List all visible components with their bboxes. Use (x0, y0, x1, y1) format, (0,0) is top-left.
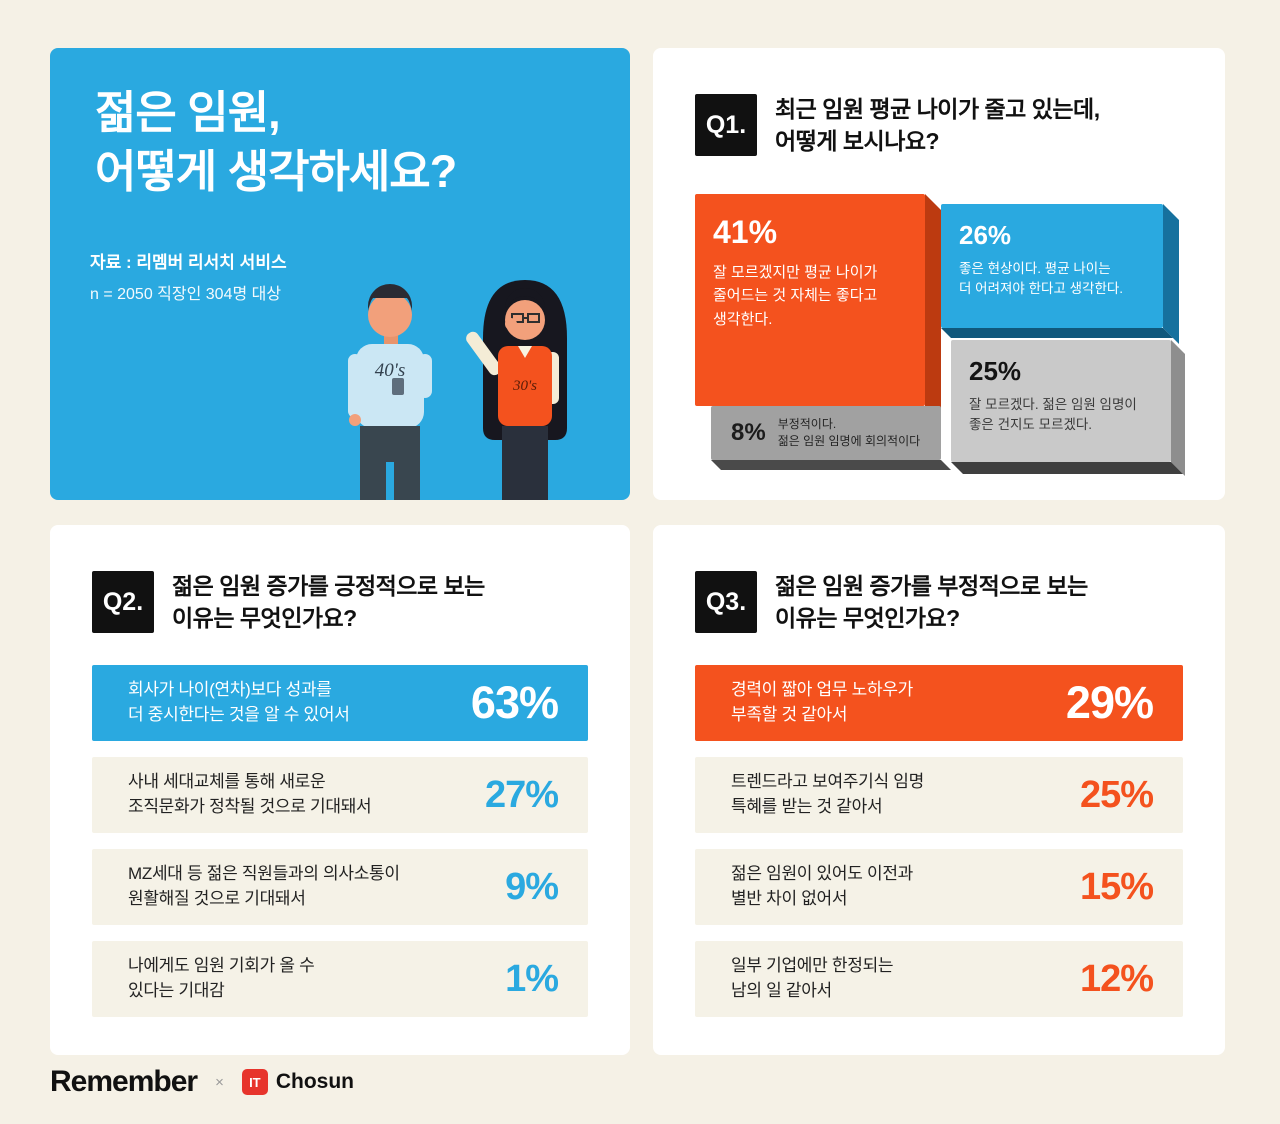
source-label: 자료 : 리멤버 리서치 서비스 (90, 253, 287, 272)
q1-panel: Q1. 최근 임원 평균 나이가 줄고 있는데, 어떻게 보시나요? 41% 잘… (653, 48, 1225, 500)
page-title: 젊은 임원, 어떻게 생각하세요? (95, 87, 457, 197)
q1-block-41-desc: 잘 모르겠지만 평균 나이가 줄어드는 것 자체는 좋다고 생각한다. (713, 264, 878, 328)
q1-question: 최근 임원 평균 나이가 줄고 있는데, 어떻게 보시나요? (775, 96, 1100, 154)
q3-panel: Q3. 젊은 임원 증가를 부정적으로 보는 이유는 무엇인가요? 경력이 짧아… (653, 525, 1225, 1055)
q1-block-8-desc: 부정적이다. 젊은 임원 임명에 회의적이다 (777, 416, 921, 448)
q3-row-1-value: 29% (1065, 677, 1154, 728)
multiply-sign: × (215, 1073, 224, 1091)
q3-row-1-label: 경력이 짧아 업무 노하우가 부족할 것 같아서 (731, 680, 914, 724)
q2-panel: Q2. 젊은 임원 증가를 긍정적으로 보는 이유는 무엇인가요? 회사가 나이… (50, 525, 630, 1055)
q3-row-1: 경력이 짧아 업무 노하우가 부족할 것 같아서 29% (695, 665, 1183, 741)
q2-row-3-value: 9% (505, 865, 559, 908)
q2-row-3-label: MZ세대 등 젊은 직원들과의 의사소통이 원활해질 것으로 기대돼서 (128, 864, 400, 908)
office-people-illustration: 40's 30's (348, 280, 567, 500)
q2-row-1-value: 63% (470, 677, 559, 728)
q1-block-8: 8% 부정적이다. 젊은 임원 임명에 회의적이다 (711, 406, 951, 470)
q2-row-1-label: 회사가 나이(연차)보다 성과를 더 중시한다는 것을 알 수 있어서 (128, 680, 350, 724)
q2-row-3: MZ세대 등 젊은 직원들과의 의사소통이 원활해질 것으로 기대돼서 9% (92, 849, 588, 925)
chosun-wordmark: Chosun (275, 1070, 354, 1093)
3d-face-right (925, 194, 941, 422)
survey-source: 자료 : 리멤버 리서치 서비스 n = 2050 직장인 304명 대상 (90, 248, 287, 304)
q1-block-25-value: 25% (969, 356, 1022, 386)
q1-block-25: 25% 잘 모르겠다. 젊은 임원 임명이 좋은 건지도 모르겠다. (951, 340, 1185, 476)
q3-row-4-label: 일부 기업에만 한정되는 남의 일 같아서 (731, 956, 894, 1000)
q1-block-8-value: 8% (731, 419, 766, 446)
q3-row-3-label: 젊은 임원이 있어도 이전과 별반 차이 없어서 (731, 864, 914, 908)
q3-row-2: 트렌드라고 보여주기식 임명 특혜를 받는 것 같아서 25% (695, 757, 1183, 833)
q1-badge: Q1. (695, 94, 757, 156)
woman-figure: 30's (466, 280, 567, 500)
q3-row-3: 젊은 임원이 있어도 이전과 별반 차이 없어서 15% (695, 849, 1183, 925)
q2-row-2: 사내 세대교체를 통해 새로운 조직문화가 정착될 것으로 기대돼서 27% (92, 757, 588, 833)
q1-block-26-desc: 좋은 현상이다. 평균 나이는 더 어려져야 한다고 생각한다. (959, 261, 1124, 297)
q2-row-2-label: 사내 세대교체를 통해 새로운 조직문화가 정착될 것으로 기대돼서 (128, 772, 372, 816)
q1-block-26-value: 26% (959, 220, 1012, 250)
q2-row-4: 나에게도 임원 기회가 올 수 있다는 기대감 1% (92, 941, 588, 1017)
q3-row-4-value: 12% (1079, 957, 1154, 1000)
3d-face-bottom (951, 462, 1183, 474)
q2-badge: Q2. (92, 571, 154, 633)
sample-label: n = 2050 직장인 304명 대상 (90, 286, 282, 303)
it-chosun-logo: IT Chosun (241, 1069, 354, 1095)
age-tag-40s: 40's (375, 360, 405, 381)
q2-question: 젊은 임원 증가를 긍정적으로 보는 이유는 무엇인가요? (172, 573, 485, 631)
q1-block-41: 41% 잘 모르겠지만 평균 나이가 줄어드는 것 자체는 좋다고 생각한다. (695, 194, 941, 422)
q2-row-2-value: 27% (484, 773, 559, 816)
q2-row-1: 회사가 나이(연차)보다 성과를 더 중시한다는 것을 알 수 있어서 63% (92, 665, 588, 741)
it-chosun-mark-icon: IT (241, 1069, 268, 1095)
man-figure: 40's (348, 284, 432, 500)
q3-question: 젊은 임원 증가를 부정적으로 보는 이유는 무엇인가요? (775, 573, 1088, 631)
3d-face-right (1171, 340, 1185, 476)
q1-block-26: 26% 좋은 현상이다. 평균 나이는 더 어려져야 한다고 생각한다. (941, 204, 1179, 344)
q2-row-4-value: 1% (505, 957, 559, 1000)
3d-face-right (1163, 204, 1179, 344)
q3-row-3-value: 15% (1079, 865, 1154, 908)
footer-brands: Remember × IT Chosun (50, 1064, 354, 1100)
q1-block-41-value: 41% (713, 214, 778, 250)
remember-logo: Remember (50, 1065, 198, 1098)
q3-badge: Q3. (695, 571, 757, 633)
age-tag-30s: 30's (512, 378, 537, 394)
q2-row-4-label: 나에게도 임원 기회가 올 수 있다는 기대감 (128, 956, 315, 1000)
q3-row-4: 일부 기업에만 한정되는 남의 일 같아서 12% (695, 941, 1183, 1017)
hero-panel: 젊은 임원, 어떻게 생각하세요? 자료 : 리멤버 리서치 서비스 n = 2… (50, 48, 630, 500)
3d-face-bottom (711, 460, 951, 470)
q1-block-25-desc: 잘 모르겠다. 젊은 임원 임명이 좋은 건지도 모르겠다. (969, 397, 1137, 433)
q3-row-2-label: 트렌드라고 보여주기식 임명 특혜를 받는 것 같아서 (731, 772, 924, 816)
3d-face-bottom (941, 328, 1173, 338)
q3-row-2-value: 25% (1079, 773, 1154, 816)
